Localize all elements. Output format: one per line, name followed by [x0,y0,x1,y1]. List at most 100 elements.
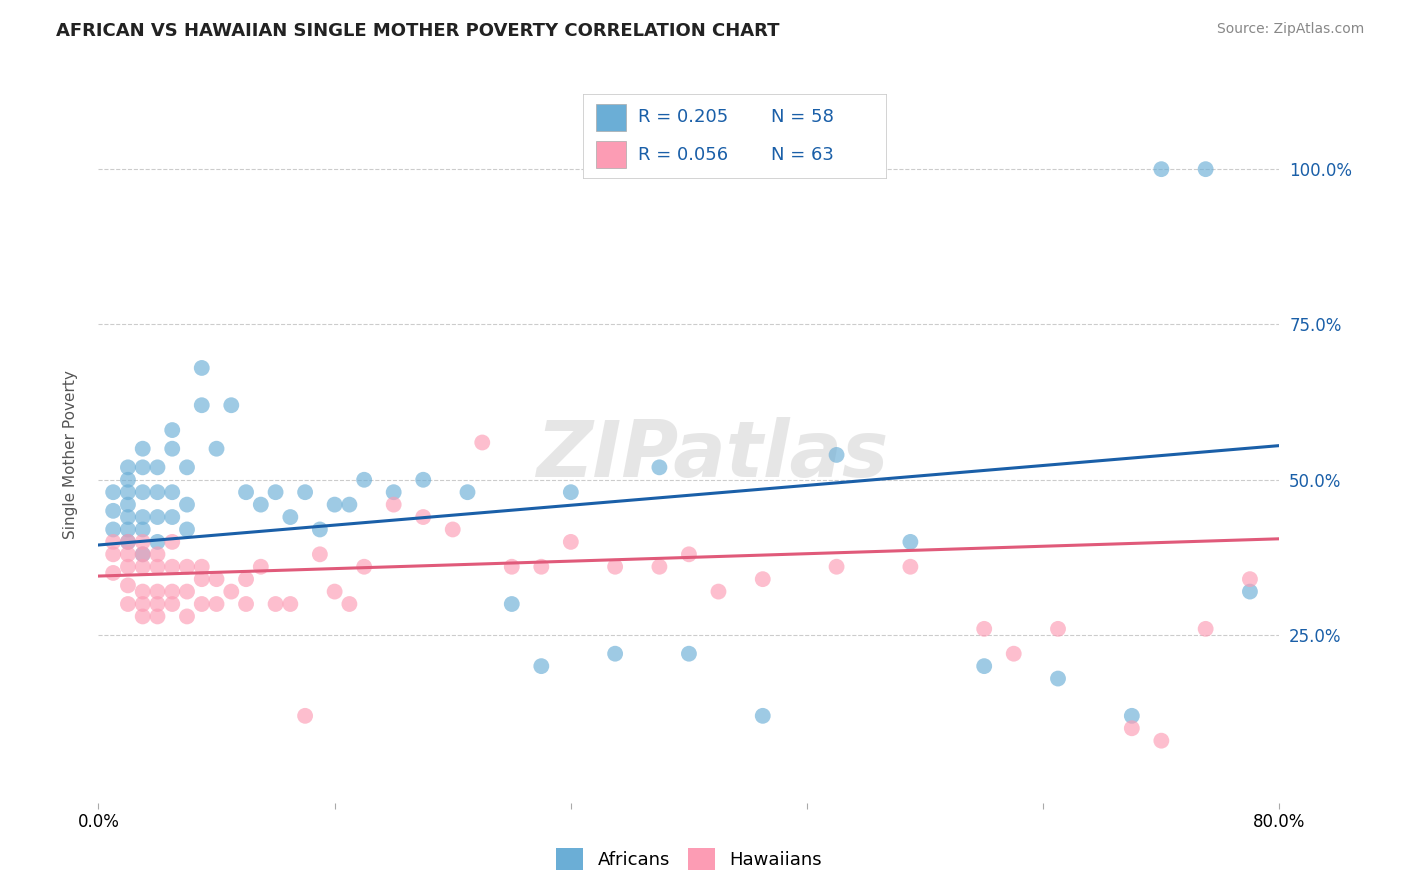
Point [825,559,848,574]
Point [191,572,214,586]
Point [1239,572,1261,586]
Point [412,473,434,487]
Point [278,597,302,611]
Point [132,547,155,561]
Text: N = 58: N = 58 [770,109,834,127]
Point [973,659,995,673]
Point [132,597,155,611]
Point [205,572,228,586]
Point [560,534,582,549]
Y-axis label: Single Mother Poverty: Single Mother Poverty [63,370,77,540]
Point [132,510,155,524]
Text: ZIPatlas: ZIPatlas [537,417,889,493]
Point [103,485,125,500]
Point [1002,647,1025,661]
Point [1121,708,1143,723]
Bar [596,103,626,131]
Point [146,597,169,611]
Bar [596,141,626,169]
Point [146,559,169,574]
Point [1150,162,1173,177]
Point [117,534,139,549]
Legend: Africans, Hawaiians: Africans, Hawaiians [548,841,830,877]
Point [1046,622,1069,636]
Point [250,498,273,512]
Point [176,559,198,574]
Point [648,559,671,574]
Point [605,559,627,574]
Point [530,659,553,673]
Point [162,559,183,574]
Point [1239,584,1261,599]
Point [162,534,183,549]
Point [353,559,375,574]
Point [323,584,346,599]
Point [191,398,214,412]
Point [294,485,316,500]
Point [146,485,169,500]
Point [117,498,139,512]
Point [678,547,700,561]
Point [117,559,139,574]
Point [132,534,155,549]
Point [117,473,139,487]
Point [250,559,273,574]
Point [825,448,848,462]
Point [132,609,155,624]
Point [382,485,405,500]
Point [117,534,139,549]
Point [264,597,287,611]
Point [146,584,169,599]
Point [1150,733,1173,747]
Text: Source: ZipAtlas.com: Source: ZipAtlas.com [1216,22,1364,37]
Point [648,460,671,475]
Text: R = 0.205: R = 0.205 [638,109,728,127]
Point [235,597,257,611]
Point [117,510,139,524]
Point [264,485,287,500]
Point [132,485,155,500]
Point [176,460,198,475]
Point [219,584,242,599]
Point [219,398,242,412]
Point [103,534,125,549]
Point [1195,622,1218,636]
Point [117,597,139,611]
Point [191,597,214,611]
Point [1046,672,1069,686]
Point [456,485,478,500]
Point [132,547,155,561]
Point [412,510,434,524]
Point [1195,162,1218,177]
Point [530,559,553,574]
Point [205,597,228,611]
Point [132,442,155,456]
Point [382,498,405,512]
Point [235,485,257,500]
Point [678,647,700,661]
Point [191,559,214,574]
Point [146,510,169,524]
Point [132,523,155,537]
Point [176,584,198,599]
Point [162,510,183,524]
Point [146,609,169,624]
Point [162,423,183,437]
Point [176,523,198,537]
Point [117,547,139,561]
Point [132,559,155,574]
Point [278,510,302,524]
Point [191,361,214,376]
Point [103,523,125,537]
Point [103,504,125,518]
Point [162,442,183,456]
Point [973,622,995,636]
Point [117,485,139,500]
Point [900,559,922,574]
Point [323,498,346,512]
Text: AFRICAN VS HAWAIIAN SINGLE MOTHER POVERTY CORRELATION CHART: AFRICAN VS HAWAIIAN SINGLE MOTHER POVERT… [56,22,780,40]
Point [309,523,332,537]
Point [751,708,773,723]
Point [309,547,332,561]
Point [605,647,627,661]
